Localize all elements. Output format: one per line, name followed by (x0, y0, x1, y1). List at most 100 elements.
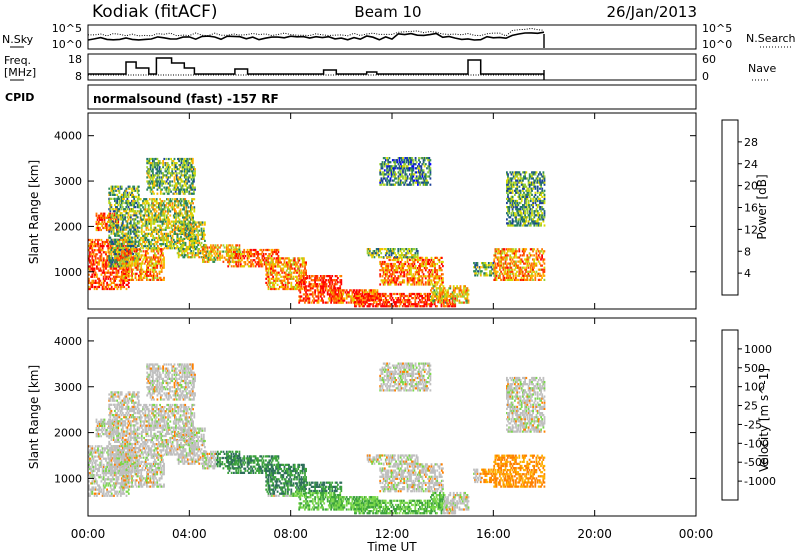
power-echo-cell (116, 242, 118, 245)
power-echo-cell (367, 294, 370, 298)
power-echo-cell (183, 157, 186, 161)
power-echo-cell (202, 233, 205, 236)
power-echo-cell (183, 254, 186, 257)
power-echo-cell (267, 287, 270, 291)
power-echo-cell (362, 299, 364, 302)
power-echo-cell (198, 256, 201, 259)
power-echo-cell (115, 212, 117, 215)
power-echo-cell (204, 248, 206, 251)
power-echo-cell (285, 261, 288, 264)
power-echo-cell (340, 291, 342, 294)
power-echo-cell (161, 184, 163, 187)
power-echo-cell (117, 263, 120, 266)
power-echo-cell (191, 235, 194, 238)
power-echo-cell (172, 245, 175, 248)
power-echo-cell (156, 166, 159, 169)
power-echo-cell (152, 184, 154, 187)
power-echo-cell (183, 223, 186, 226)
power-echo-cell (299, 263, 302, 266)
power-echo-cell (152, 202, 155, 205)
power-echo-cell (126, 250, 129, 253)
power-echo-cell (250, 259, 252, 262)
power-echo-cell (196, 225, 198, 228)
power-echo-cell (416, 254, 419, 257)
power-echo-cell (403, 292, 405, 296)
power-echo-cell (127, 265, 130, 268)
power-echo-cell (148, 247, 151, 250)
power-echo-cell (122, 268, 124, 271)
power-echo-cell (118, 208, 121, 211)
power-echo-cell (125, 255, 128, 258)
power-echo-cell (149, 188, 152, 191)
power-echo-cell (296, 269, 298, 272)
power-echo-cell (368, 305, 371, 308)
power-echo-cell (227, 258, 229, 261)
power-echo-cell (242, 265, 244, 268)
power-echo-cell (193, 198, 196, 201)
power-echo-cell (179, 210, 182, 213)
power-echo-cell (187, 210, 190, 213)
power-echo-cell (162, 208, 165, 211)
power-echo-cell (287, 283, 289, 286)
power-echo-cell (292, 277, 295, 280)
power-echo-cell (176, 225, 179, 228)
power-echo-cell (102, 283, 105, 286)
power-echo-cell (147, 274, 149, 277)
power-echo-cell (183, 237, 186, 240)
power-echo-cell (273, 265, 276, 268)
power-echo-cell (133, 240, 136, 243)
power-echo-cell (152, 186, 154, 189)
power-echo-cell (136, 191, 139, 194)
power-echo-cell (395, 283, 398, 286)
power-echo-cell (180, 162, 183, 165)
power-echo-cell (356, 289, 358, 292)
power-echo-cell (150, 260, 153, 263)
power-echo-cell (105, 226, 108, 230)
power-echo-cell (180, 157, 183, 161)
power-echo-cell (380, 265, 383, 268)
power-echo-cell (375, 301, 378, 304)
power-echo-cell (180, 172, 183, 175)
power-echo-cell (292, 259, 295, 262)
power-echo-cell (158, 212, 160, 215)
power-echo-cell (114, 246, 116, 249)
power-echo-cell (133, 232, 136, 235)
power-echo-cell (153, 198, 156, 201)
power-echo-cell (413, 275, 416, 278)
power-echo-cell (152, 170, 154, 173)
power-echo-cell (100, 212, 102, 215)
power-echo-cell (156, 250, 159, 253)
power-echo-cell (98, 249, 101, 252)
power-echo-cell (112, 208, 115, 211)
power-echo-cell (120, 250, 123, 253)
power-echo-cell (326, 293, 329, 296)
power-echo-cell (134, 226, 137, 229)
power-echo-cell (127, 269, 130, 272)
power-echo-cell (321, 283, 323, 286)
power-echo-cell (152, 174, 154, 177)
power-echo-cell (237, 263, 240, 266)
power-echo-cell (102, 251, 105, 254)
power-echo-cell (186, 248, 189, 251)
power-echo-cell (124, 278, 127, 281)
power-echo-cell (140, 254, 143, 257)
power-echo-cell (134, 189, 137, 192)
power-echo-cell (148, 180, 151, 183)
power-echo-cell (422, 265, 425, 268)
power-echo-cell (111, 214, 114, 217)
power-echo-cell (430, 281, 433, 284)
power-echo-cell (239, 255, 242, 258)
power-echo-cell (159, 254, 162, 257)
power-echo-cell (163, 214, 166, 217)
power-echo-cell (330, 297, 332, 300)
power-echo-cell (119, 206, 122, 209)
power-echo-cell (136, 244, 139, 247)
power-echo-cell (97, 222, 100, 225)
power-echo-cell (185, 236, 188, 240)
power-echo-cell (149, 168, 152, 171)
power-echo-cell (271, 263, 273, 266)
power-echo-cell (115, 226, 117, 230)
power-echo-cell (323, 291, 326, 294)
power-echo-cell (253, 259, 256, 262)
power-echo-cell (160, 245, 163, 248)
